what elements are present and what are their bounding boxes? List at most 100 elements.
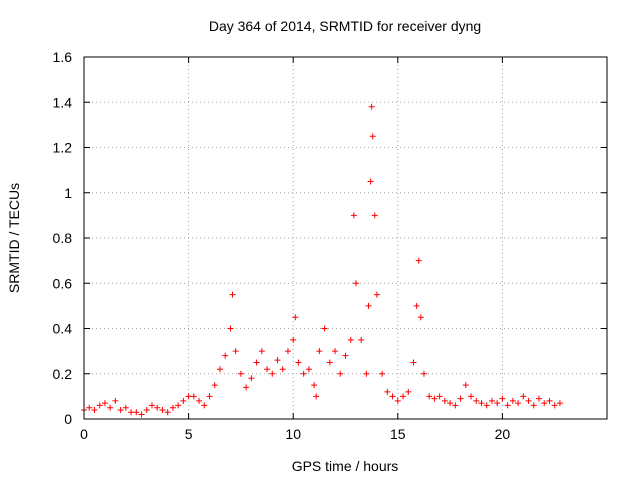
data-point (264, 366, 271, 373)
data-point (342, 352, 349, 359)
data-point (290, 336, 297, 343)
data-point (413, 302, 420, 309)
data-point (426, 393, 433, 400)
data-point (311, 382, 318, 389)
data-point (185, 393, 192, 400)
data-point (117, 406, 124, 413)
data-point (352, 280, 359, 287)
data-point (420, 370, 427, 377)
data-point (358, 336, 365, 343)
data-point (122, 404, 129, 411)
data-point (447, 400, 454, 407)
data-point (515, 400, 522, 407)
data-point (499, 395, 506, 402)
data-point (274, 357, 281, 364)
data-point (369, 133, 376, 140)
data-point (222, 352, 229, 359)
data-point (483, 402, 490, 409)
data-point (229, 291, 236, 298)
data-point (107, 404, 114, 411)
data-point (379, 370, 386, 377)
data-point (431, 395, 438, 402)
data-point (232, 348, 239, 355)
data-point (551, 402, 558, 409)
data-point (300, 370, 307, 377)
data-point (556, 400, 563, 407)
data-point (321, 325, 328, 332)
axis-ticks (83, 56, 607, 420)
data-point (415, 257, 422, 264)
data-point (227, 325, 234, 332)
data-point (96, 402, 103, 409)
data-point (452, 402, 459, 409)
data-point (462, 382, 469, 389)
data-point (180, 397, 187, 404)
data-point (154, 404, 161, 411)
data-point (473, 397, 480, 404)
x-tick-labels: 0 5 10 15 20 (80, 426, 510, 442)
data-point (243, 384, 250, 391)
y-tick-label: 0.8 (53, 230, 73, 246)
data-point (248, 375, 255, 382)
data-point (211, 382, 218, 389)
data-point (400, 393, 407, 400)
data-point (269, 370, 276, 377)
data-point (216, 366, 223, 373)
data-point (530, 402, 537, 409)
data-point (373, 291, 380, 298)
data-point (389, 393, 396, 400)
data-point (363, 370, 370, 377)
data-point (206, 393, 213, 400)
data-point (536, 395, 543, 402)
data-point (292, 314, 299, 321)
data-point (316, 348, 323, 355)
data-point (175, 402, 182, 409)
data-point (148, 402, 155, 409)
y-tick-label: 0.2 (53, 366, 73, 382)
data-point (337, 370, 344, 377)
data-point (128, 409, 135, 416)
data-point (91, 406, 98, 413)
y-tick-label: 1.4 (53, 94, 73, 110)
data-point (169, 404, 176, 411)
y-tick-label: 1.2 (53, 140, 73, 156)
x-axis-label: GPS time / hours (292, 458, 399, 474)
data-point (405, 388, 412, 395)
x-tick-label: 5 (185, 426, 193, 442)
y-tick-label: 1 (64, 185, 72, 201)
data-point (436, 393, 443, 400)
data-point (305, 366, 312, 373)
data-point (138, 411, 145, 418)
y-tick-label: 0.4 (53, 321, 73, 337)
data-point (253, 359, 260, 366)
data-point (546, 397, 553, 404)
y-tick-label: 0.6 (53, 275, 73, 291)
data-point (468, 393, 475, 400)
data-point (371, 212, 378, 219)
data-point (410, 359, 417, 366)
data-point (112, 397, 119, 404)
data-point (101, 400, 108, 407)
data-point (441, 397, 448, 404)
data-point (284, 348, 291, 355)
x-tick-label: 20 (495, 426, 511, 442)
data-point (478, 400, 485, 407)
data-point (494, 400, 501, 407)
y-tick-label: 0 (64, 411, 72, 427)
data-point (279, 366, 286, 373)
data-point (520, 393, 527, 400)
data-point (541, 400, 548, 407)
data-point (350, 212, 357, 219)
y-axis-label: SRMTID / TECUs (6, 183, 22, 293)
data-point (488, 397, 495, 404)
data-point (365, 302, 372, 309)
data-point (384, 388, 391, 395)
grid (84, 57, 607, 419)
data-point (504, 402, 511, 409)
data-point (368, 103, 375, 110)
x-tick-label: 0 (80, 426, 88, 442)
data-point (417, 314, 424, 321)
data-point (164, 409, 171, 416)
data-point (196, 397, 203, 404)
